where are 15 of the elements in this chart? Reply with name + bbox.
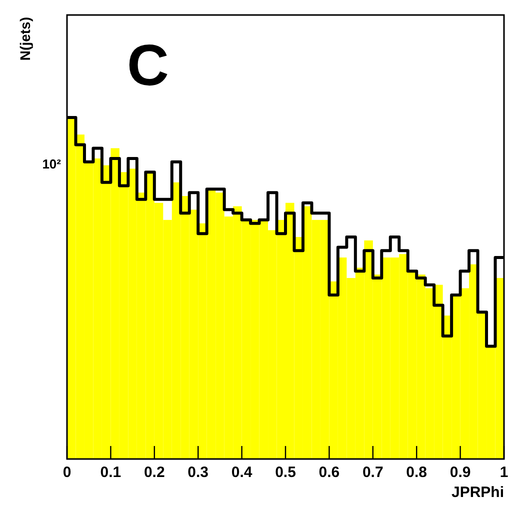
- x-tick-label: 0.2: [144, 464, 165, 481]
- x-tick-label: 1: [500, 464, 508, 481]
- x-tick-label: 0.5: [275, 464, 296, 481]
- text: C: [127, 33, 169, 98]
- text: 10²: [42, 156, 62, 172]
- x-axis-title: JPRPhi: [451, 484, 504, 501]
- x-tick-label: 0.7: [362, 464, 384, 481]
- x-tick-label: 0.8: [406, 464, 428, 481]
- x-tick-label: 0.3: [188, 464, 209, 481]
- x-tick-label: 0: [62, 464, 72, 481]
- x-tick-label: 0.4: [231, 464, 253, 481]
- y-axis-title: N(jets): [17, 17, 33, 61]
- x-tick-label: 0.9: [450, 464, 471, 481]
- x-tick-label: 0.1: [100, 464, 122, 481]
- x-tick-label: 0.6: [318, 464, 340, 481]
